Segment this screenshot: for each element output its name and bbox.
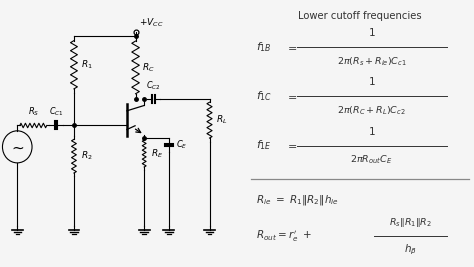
- Text: $\sim$: $\sim$: [9, 139, 25, 154]
- Text: Lower cutoff frequencies: Lower cutoff frequencies: [299, 11, 422, 21]
- Text: $=$: $=$: [285, 140, 298, 151]
- Text: $2\pi R_{out}C_E$: $2\pi R_{out}C_E$: [350, 154, 393, 166]
- Text: $C_{C1}$: $C_{C1}$: [49, 106, 64, 118]
- Text: $h_{\beta}$: $h_{\beta}$: [404, 242, 417, 257]
- Text: $C_E$: $C_E$: [176, 139, 187, 151]
- Text: $f_{1C}$: $f_{1C}$: [255, 89, 272, 103]
- Text: $R_s\|R_1\|R_2$: $R_s\|R_1\|R_2$: [389, 217, 432, 229]
- Text: $f_{1E}$: $f_{1E}$: [255, 139, 271, 152]
- Text: $R_2$: $R_2$: [81, 150, 92, 162]
- Text: $1$: $1$: [368, 125, 375, 137]
- Text: $f_{1B}$: $f_{1B}$: [255, 40, 271, 54]
- Text: $2\pi(R_s + R_{ie})C_{c1}$: $2\pi(R_s + R_{ie})C_{c1}$: [337, 55, 407, 68]
- Text: $=$: $=$: [285, 42, 298, 52]
- Text: $R_E$: $R_E$: [151, 147, 164, 160]
- Text: $R_{out} = r^\prime_e\ +$: $R_{out} = r^\prime_e\ +$: [255, 229, 312, 244]
- Text: $=$: $=$: [285, 91, 298, 101]
- Text: $R_S$: $R_S$: [27, 106, 39, 119]
- Text: $2\pi(R_C + R_L)C_{c2}$: $2\pi(R_C + R_L)C_{c2}$: [337, 105, 406, 117]
- Text: $1$: $1$: [368, 76, 375, 87]
- Text: $R_1$: $R_1$: [81, 58, 92, 71]
- Text: $+V_{CC}$: $+V_{CC}$: [139, 17, 164, 29]
- Text: $R_{ie}\ =\ R_1\|R_2\|h_{ie}$: $R_{ie}\ =\ R_1\|R_2\|h_{ie}$: [255, 193, 338, 207]
- Text: $R_L$: $R_L$: [217, 114, 228, 126]
- Text: $1$: $1$: [368, 26, 375, 38]
- Text: $C_{C2}$: $C_{C2}$: [146, 79, 161, 92]
- Text: $R_C$: $R_C$: [143, 61, 155, 74]
